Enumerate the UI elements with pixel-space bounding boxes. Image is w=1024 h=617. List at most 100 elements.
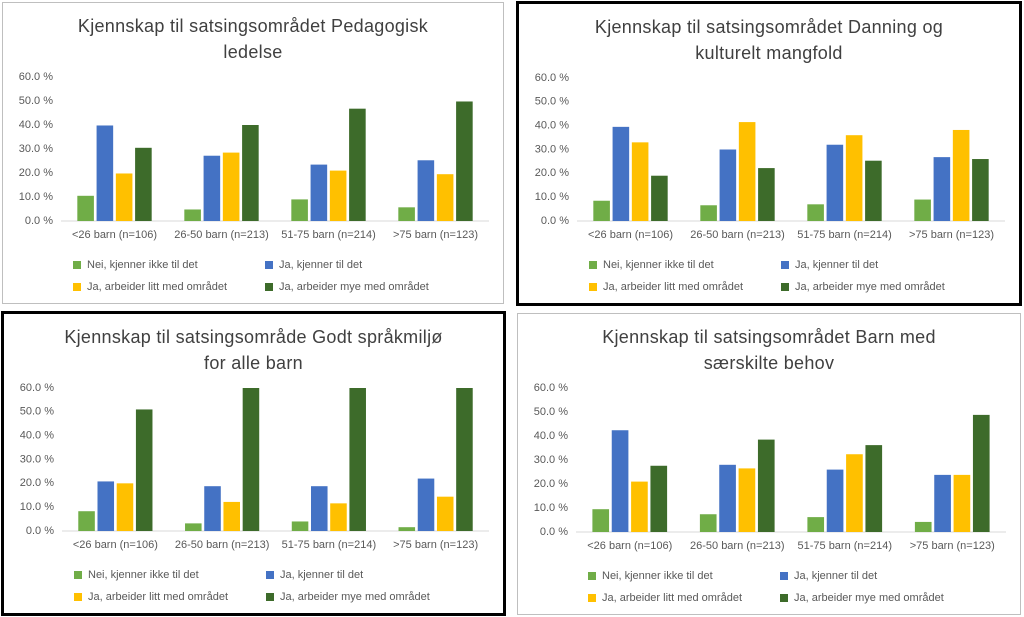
bar: [865, 160, 882, 221]
legend-swatch: [73, 283, 81, 291]
x-tick-label: >75 barn (n=123): [393, 229, 478, 241]
bar: [417, 478, 435, 531]
chart-panel: Kjennskap til satsingsområdet Danning og…: [516, 1, 1022, 306]
bar: [242, 388, 260, 531]
bar: [291, 199, 308, 221]
bar: [738, 122, 756, 221]
bar: [291, 521, 309, 531]
bar: [807, 517, 825, 532]
legend-label: Ja, kjenner til det: [795, 259, 878, 271]
bar: [204, 486, 221, 531]
bar: [650, 465, 668, 532]
bar: [612, 126, 630, 221]
legend-label: Ja, arbeider litt med området: [603, 281, 743, 293]
bar: [456, 101, 473, 221]
bar: [349, 108, 366, 221]
bar: [738, 468, 756, 532]
bar: [78, 511, 95, 531]
chart-panel: Kjennskap til satsingsområde Godt språkm…: [1, 311, 506, 616]
y-tick-label: 50.0 %: [535, 96, 569, 108]
bar: [611, 430, 629, 532]
chart: 0.0 % 10.0 % 20.0 % 30.0 % 40.0 % 50.0 % 60.0 …: [534, 382, 1006, 604]
y-tick-label: 60.0 %: [20, 382, 54, 394]
x-tick-label: 26-50 barn (n=213): [174, 229, 268, 241]
bar: [592, 509, 610, 532]
y-tick-label: 0.0 %: [540, 526, 568, 538]
y-tick-label: 30.0 %: [20, 453, 54, 465]
chart-title: Kjennskap til satsingsområdet Pedagogisk…: [77, 16, 429, 62]
x-tick-label: >75 barn (n=123): [909, 229, 994, 241]
bar: [242, 125, 259, 221]
legend-swatch: [265, 283, 273, 291]
x-tick-label: <26 barn (n=106): [587, 540, 672, 552]
y-tick-label: 50.0 %: [20, 406, 54, 418]
legend-swatch: [780, 572, 788, 580]
bar: [116, 483, 134, 531]
x-tick-label: 51-75 barn (n=214): [798, 540, 892, 552]
chart-title: Kjennskap til satsingsområdet Barn med s…: [602, 327, 936, 373]
bar: [77, 195, 94, 221]
chart: 0.0 % 10.0 % 20.0 % 30.0 % 40.0 % 50.0 % 60.0 …: [535, 72, 1005, 293]
chart-panel: Kjennskap til satsingsområdet Pedagogisk…: [2, 2, 504, 304]
y-tick-label: 10.0 %: [20, 501, 54, 513]
y-tick-label: 20.0 %: [19, 167, 53, 179]
chart: 0.0 % 10.0 % 20.0 % 30.0 % 40.0 % 50.0 % 60.0 …: [19, 71, 489, 293]
y-tick-label: 30.0 %: [535, 143, 569, 155]
legend-swatch: [780, 594, 788, 602]
legend-swatch: [588, 572, 596, 580]
legend-label: Nei, kjenner ikke til det: [88, 569, 199, 581]
legend-swatch: [74, 593, 82, 601]
x-tick-label: <26 barn (n=106): [72, 229, 157, 241]
bar: [651, 175, 668, 221]
y-tick-label: 60.0 %: [535, 72, 569, 84]
legend-swatch: [589, 261, 597, 269]
x-tick-label: <26 barn (n=106): [73, 539, 158, 551]
x-tick-label: >75 barn (n=123): [393, 539, 478, 551]
legend-swatch: [781, 261, 789, 269]
bar: [846, 454, 863, 532]
x-tick-label: 51-75 barn (n=214): [282, 539, 376, 551]
bar: [631, 481, 648, 532]
bar: [953, 474, 971, 532]
legend-swatch: [265, 261, 273, 269]
y-tick-label: 0.0 %: [26, 525, 54, 537]
legend-swatch: [589, 283, 597, 291]
bar: [845, 135, 863, 221]
bar: [972, 414, 990, 532]
bar: [699, 514, 717, 532]
bar: [417, 160, 435, 221]
bar: [398, 527, 416, 531]
bar: [349, 388, 366, 531]
y-tick-label: 60.0 %: [534, 382, 568, 394]
chart-panel: Kjennskap til satsingsområdet Barn med s…: [517, 313, 1021, 615]
legend-swatch: [73, 261, 81, 269]
bar: [757, 439, 775, 532]
legend-label: Ja, kjenner til det: [794, 570, 877, 582]
bar: [826, 144, 844, 221]
bar: [184, 209, 201, 221]
bar: [436, 174, 454, 221]
y-tick-label: 30.0 %: [534, 454, 568, 466]
y-tick-label: 20.0 %: [20, 477, 54, 489]
bar: [934, 474, 951, 532]
bar: [436, 496, 454, 531]
bar: [222, 152, 240, 221]
legend-label: Nei, kjenner ikke til det: [603, 259, 714, 271]
legend-label: Ja, arbeider mye med området: [794, 592, 944, 604]
bar: [96, 125, 114, 221]
legend-label: Ja, arbeider litt med området: [88, 591, 228, 603]
bar: [593, 200, 610, 221]
bar: [398, 207, 415, 221]
y-tick-label: 10.0 %: [19, 191, 53, 203]
y-tick-label: 20.0 %: [534, 478, 568, 490]
legend-swatch: [266, 593, 274, 601]
chart-title: Kjennskap til satsingsområdet Danning og…: [594, 17, 944, 63]
bar: [135, 409, 153, 531]
x-tick-label: 26-50 barn (n=213): [690, 229, 784, 241]
bar: [330, 503, 347, 531]
legend-swatch: [588, 594, 596, 602]
legend-label: Ja, arbeider mye med området: [795, 281, 945, 293]
legend-label: Ja, kjenner til det: [279, 259, 362, 271]
y-tick-label: 40.0 %: [19, 119, 53, 131]
legend-label: Ja, arbeider mye med området: [280, 591, 430, 603]
